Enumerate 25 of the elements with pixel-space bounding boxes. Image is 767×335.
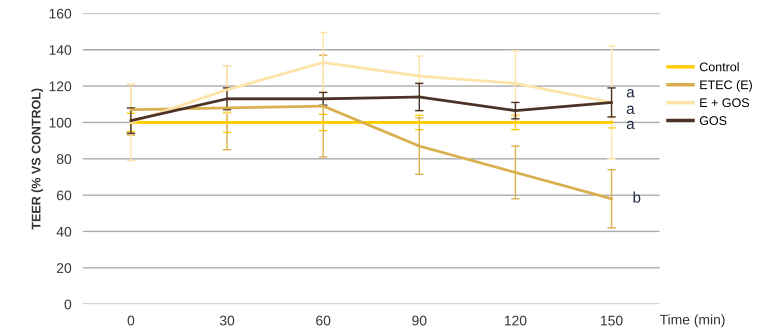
legend-label: Control bbox=[700, 62, 739, 72]
y-tick-label: 0 bbox=[64, 300, 72, 310]
x-axis-title: Time (min) bbox=[660, 314, 725, 328]
y-tick-label: 140 bbox=[50, 45, 72, 55]
x-tick-label: 120 bbox=[504, 316, 526, 326]
x-tick-label: 90 bbox=[412, 316, 426, 326]
y-tick-label: 60 bbox=[56, 190, 72, 200]
legend-label: ETEC (E) bbox=[700, 80, 752, 92]
y-tick-label: 80 bbox=[56, 154, 72, 164]
x-tick-label: 0 bbox=[128, 316, 134, 326]
x-tick-label: 150 bbox=[601, 316, 623, 326]
legend-label: GOS bbox=[700, 116, 726, 126]
annotation: a bbox=[626, 89, 635, 98]
annotation: b bbox=[633, 192, 640, 203]
annotation: a bbox=[626, 106, 635, 114]
y-tick-label: 120 bbox=[50, 81, 72, 92]
annotation: a bbox=[626, 120, 635, 130]
y-tick-label: 100 bbox=[50, 118, 72, 128]
x-tick-label: 60 bbox=[316, 316, 330, 326]
y-axis-title: TEER (% VS CONTROL) bbox=[31, 88, 43, 230]
y-tick-label: 20 bbox=[56, 263, 72, 273]
y-tick-label: 40 bbox=[56, 226, 72, 237]
legend-label: E + GOS bbox=[700, 98, 750, 108]
y-tick-label: 160 bbox=[50, 8, 72, 19]
x-tick-label: 30 bbox=[220, 316, 234, 326]
